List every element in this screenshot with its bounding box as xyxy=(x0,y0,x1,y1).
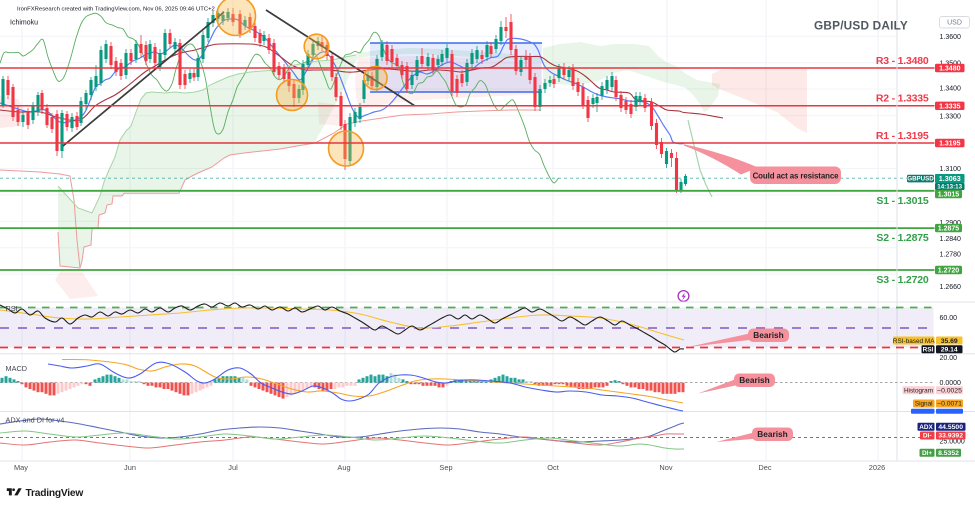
svg-text:Aug: Aug xyxy=(337,463,350,472)
svg-text:Bearish: Bearish xyxy=(739,375,769,385)
svg-text:Oct: Oct xyxy=(547,463,559,472)
svg-text:MACD: MACD xyxy=(6,364,28,373)
svg-text:25.0000: 25.0000 xyxy=(940,439,965,446)
svg-text:Bearish: Bearish xyxy=(753,330,783,340)
svg-text:8.5352: 8.5352 xyxy=(938,450,959,457)
svg-text:Nov: Nov xyxy=(659,463,672,472)
svg-text:1.2780: 1.2780 xyxy=(940,252,962,259)
svg-text:44.5500: 44.5500 xyxy=(938,424,963,431)
svg-text:USD: USD xyxy=(947,20,962,27)
svg-text:S3 - 1.2720: S3 - 1.2720 xyxy=(876,274,928,286)
svg-text:S2 - 1.2875: S2 - 1.2875 xyxy=(876,232,928,244)
svg-text:Sep: Sep xyxy=(439,463,452,472)
svg-text:20.00: 20.00 xyxy=(940,355,958,362)
svg-text:1.2720: 1.2720 xyxy=(938,268,960,275)
svg-text:Bearish: Bearish xyxy=(757,429,787,439)
svg-text:60.00: 60.00 xyxy=(940,315,958,322)
svg-text:1.3335: 1.3335 xyxy=(939,103,961,110)
svg-text:Signal: Signal xyxy=(915,401,933,408)
svg-text:1.3195: 1.3195 xyxy=(939,141,961,148)
svg-text:0.0000: 0.0000 xyxy=(940,380,962,387)
svg-text:35.69: 35.69 xyxy=(941,338,958,345)
svg-text:ADX and DI for v4: ADX and DI for v4 xyxy=(6,416,65,425)
svg-text:1.2900: 1.2900 xyxy=(940,220,962,227)
svg-text:S1 - 1.3015: S1 - 1.3015 xyxy=(876,195,928,207)
svg-text:2026: 2026 xyxy=(869,463,885,472)
svg-text:14:13:13: 14:13:13 xyxy=(937,184,962,191)
svg-text:RSI-based MA: RSI-based MA xyxy=(893,338,935,345)
svg-text:−0.0071: −0.0071 xyxy=(937,401,962,408)
svg-text:R1 - 1.3195: R1 - 1.3195 xyxy=(876,130,929,142)
svg-text:DI-: DI- xyxy=(923,433,932,440)
svg-text:Ichimoku: Ichimoku xyxy=(10,20,38,27)
svg-text:1.3015: 1.3015 xyxy=(938,192,960,199)
svg-text:Jul: Jul xyxy=(228,463,238,472)
svg-text:1.3100: 1.3100 xyxy=(940,166,962,173)
svg-text:1.3600: 1.3600 xyxy=(940,34,962,41)
svg-text:GBPUSD: GBPUSD xyxy=(907,176,934,183)
svg-text:IronFXResearch created with Tr: IronFXResearch created with TradingView.… xyxy=(17,7,215,13)
svg-text:−0.0025: −0.0025 xyxy=(937,388,962,395)
svg-text:Dec: Dec xyxy=(758,463,771,472)
svg-text:R2 - 1.3335: R2 - 1.3335 xyxy=(876,93,929,105)
svg-text:29.14: 29.14 xyxy=(941,347,958,354)
svg-text:Jun: Jun xyxy=(124,463,136,472)
svg-text:RSI: RSI xyxy=(923,347,934,354)
svg-text:1.3400: 1.3400 xyxy=(940,86,962,93)
svg-text:33.9392: 33.9392 xyxy=(938,433,963,440)
svg-text:R3 - 1.3480: R3 - 1.3480 xyxy=(876,55,929,67)
svg-text:Histogram: Histogram xyxy=(904,388,933,395)
svg-text:1.2660: 1.2660 xyxy=(940,284,962,291)
svg-text:May: May xyxy=(14,463,28,472)
svg-text:Could act as resistance: Could act as resistance xyxy=(753,171,840,180)
svg-text:ADX: ADX xyxy=(919,424,933,431)
svg-text:TradingView: TradingView xyxy=(26,488,84,499)
svg-text:1.3300: 1.3300 xyxy=(940,113,962,120)
svg-text:GBP/USD DAILY: GBP/USD DAILY xyxy=(814,19,908,33)
svg-text:RSI: RSI xyxy=(6,304,18,313)
svg-text:1.2840: 1.2840 xyxy=(940,236,962,243)
svg-text:DI+: DI+ xyxy=(922,450,932,457)
svg-text:1.2875: 1.2875 xyxy=(938,226,960,233)
svg-text:1.3063: 1.3063 xyxy=(939,174,961,183)
svg-text:1.3480: 1.3480 xyxy=(939,66,961,73)
